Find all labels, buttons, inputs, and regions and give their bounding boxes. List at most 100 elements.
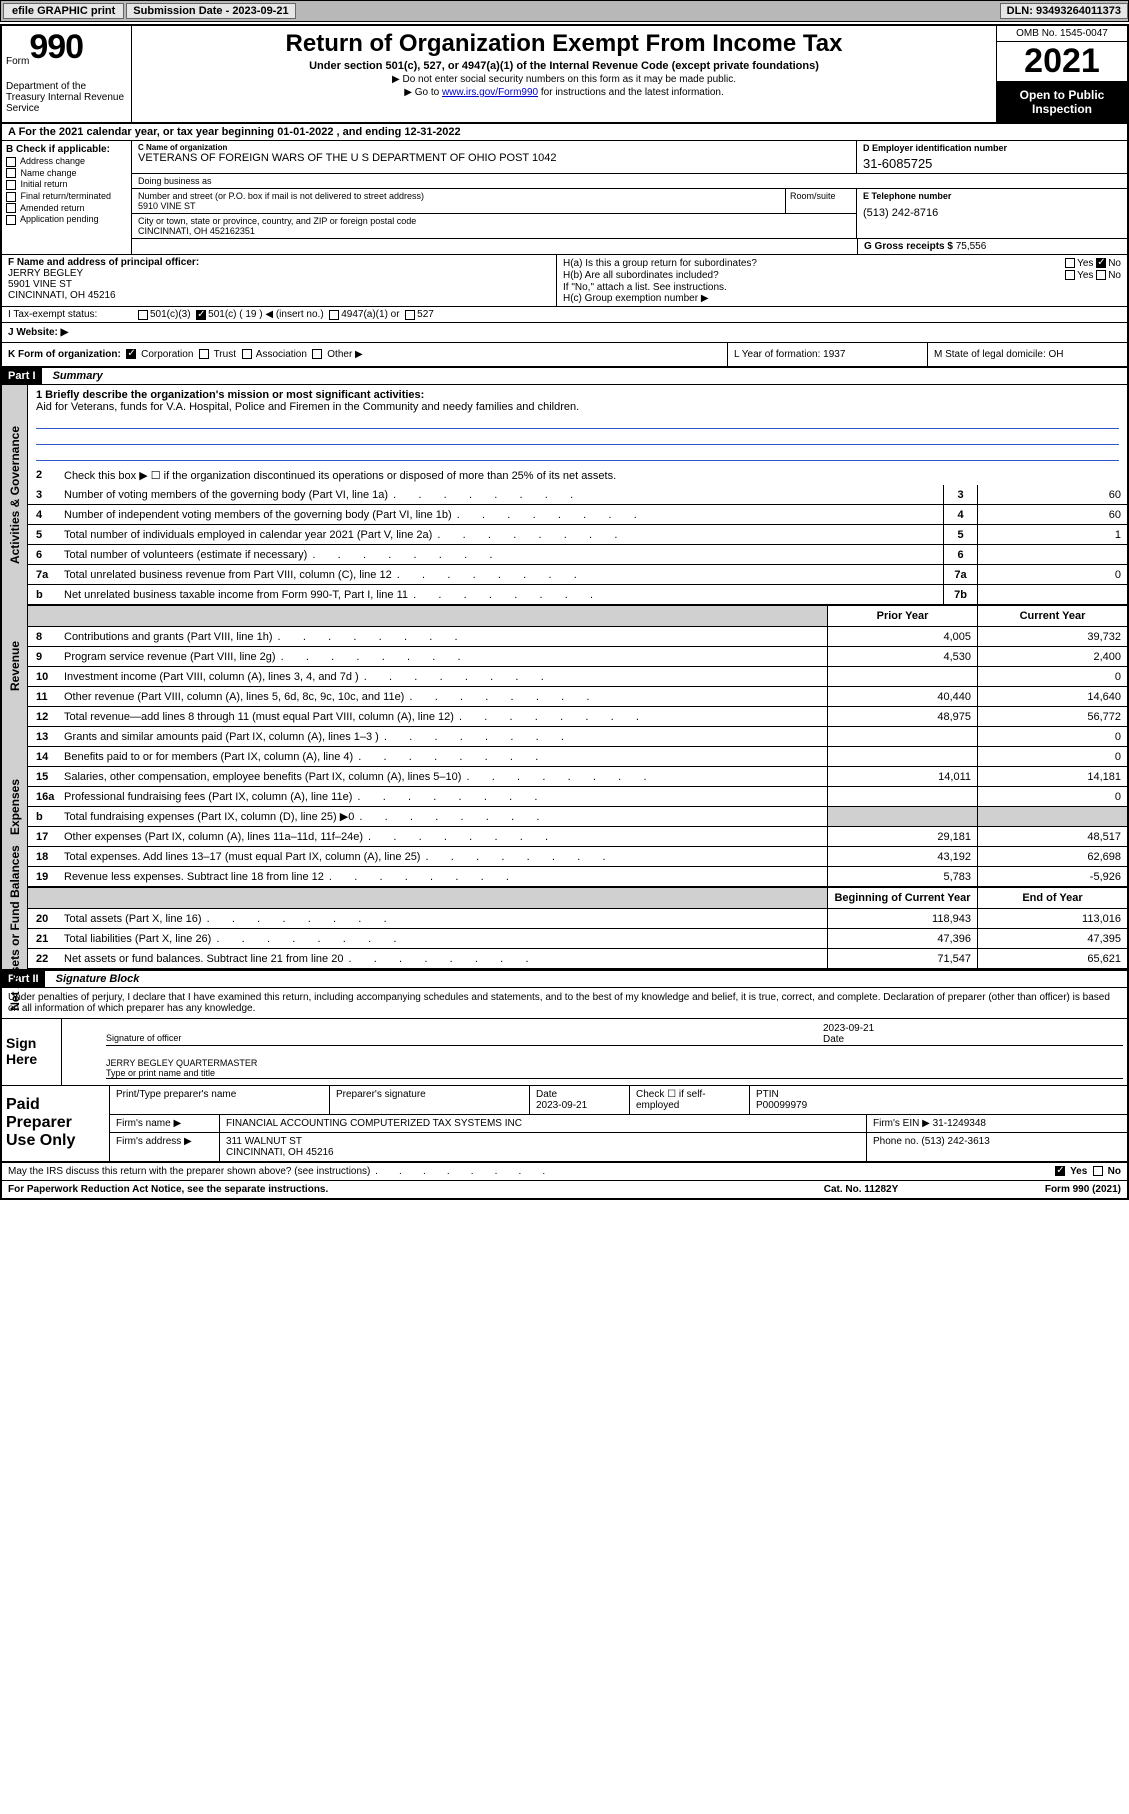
- table-row: 19Revenue less expenses. Subtract line 1…: [28, 867, 1127, 887]
- side-label-revenue: Revenue: [2, 605, 28, 727]
- top-toolbar: efile GRAPHIC print Submission Date - 20…: [0, 0, 1129, 22]
- submission-date: Submission Date - 2023-09-21: [126, 3, 295, 19]
- row-k-form-org: K Form of organization: Corporation Trus…: [2, 343, 1127, 368]
- preparer-date: 2023-09-21: [536, 1100, 587, 1111]
- table-row: 11Other revenue (Part VIII, column (A), …: [28, 687, 1127, 707]
- table-row: 3Number of voting members of the governi…: [28, 485, 1127, 505]
- checkbox-501c3[interactable]: [138, 310, 148, 320]
- irs-discuss-row: May the IRS discuss this return with the…: [2, 1163, 1127, 1181]
- room-suite-box: Room/suite: [786, 189, 856, 213]
- table-row: 22Net assets or fund balances. Subtract …: [28, 949, 1127, 969]
- ptin-value: P00099979: [756, 1100, 807, 1111]
- checkbox-ha-no[interactable]: [1096, 258, 1106, 268]
- catalog-number: Cat. No. 11282Y: [761, 1184, 961, 1195]
- footer-paperwork: For Paperwork Reduction Act Notice, see …: [2, 1181, 1127, 1198]
- form-subtitle: Under section 501(c), 527, or 4947(a)(1)…: [138, 60, 990, 72]
- block-b-through-g: B Check if applicable: Address change Na…: [2, 141, 1127, 255]
- checkbox-527[interactable]: [405, 310, 415, 320]
- sign-here-block: Sign Here Signature of officer 2023-09-2…: [2, 1018, 1127, 1086]
- phone-value: (513) 242-8716: [863, 207, 1121, 219]
- form-title: Return of Organization Exempt From Incom…: [138, 30, 990, 58]
- perjury-declaration: Under penalties of perjury, I declare th…: [2, 988, 1127, 1018]
- form-number: 990: [29, 28, 83, 67]
- firm-address-2: CINCINNATI, OH 45216: [226, 1147, 334, 1158]
- table-row: 7aTotal unrelated business revenue from …: [28, 565, 1127, 585]
- city-value: CINCINNATI, OH 452162351: [138, 226, 850, 236]
- dba-box: Doing business as: [132, 174, 1127, 189]
- checkbox-501c[interactable]: [196, 310, 206, 320]
- state-domicile: M State of legal domicile: OH: [927, 343, 1127, 366]
- preparer-name-label: Print/Type preparer's name: [110, 1086, 330, 1114]
- checkbox-initial-return[interactable]: [6, 180, 16, 190]
- table-row: 16aProfessional fundraising fees (Part I…: [28, 787, 1127, 807]
- group-return-box: H(a) Is this a group return for subordin…: [557, 255, 1127, 306]
- checkbox-discuss-yes[interactable]: [1055, 1166, 1065, 1176]
- efile-print-button[interactable]: efile GRAPHIC print: [3, 3, 124, 19]
- checkbox-corporation[interactable]: [126, 349, 136, 359]
- checkbox-hb-yes[interactable]: [1065, 270, 1075, 280]
- checkbox-other[interactable]: [312, 349, 322, 359]
- firm-name: FINANCIAL ACCOUNTING COMPUTERIZED TAX SY…: [220, 1115, 867, 1132]
- officer-name: JERRY BEGLEY: [8, 268, 83, 279]
- ein-value: 31-6085725: [863, 156, 1121, 171]
- form-ref: Form 990 (2021): [961, 1184, 1121, 1195]
- street-value: 5910 VINE ST: [138, 201, 779, 211]
- checkbox-application-pending[interactable]: [6, 215, 16, 225]
- irs-link[interactable]: www.irs.gov/Form990: [442, 87, 538, 98]
- checkbox-amended-return[interactable]: [6, 203, 16, 213]
- q2-discontinued: Check this box ▶ ☐ if the organization d…: [60, 467, 1127, 484]
- header-left: Form 990 Department of the Treasury Inte…: [2, 26, 132, 122]
- checkbox-ha-yes[interactable]: [1065, 258, 1075, 268]
- sign-here-label: Sign Here: [2, 1019, 62, 1085]
- checkbox-address-change[interactable]: [6, 157, 16, 167]
- checkbox-trust[interactable]: [199, 349, 209, 359]
- paid-preparer-label: Paid Preparer Use Only: [2, 1086, 110, 1161]
- section-activities-governance: Activities & Governance 1 Briefly descri…: [2, 385, 1127, 605]
- checkbox-hb-no[interactable]: [1096, 270, 1106, 280]
- table-row: 9Program service revenue (Part VIII, lin…: [28, 647, 1127, 667]
- public-inspection-badge: Open to Public Inspection: [997, 82, 1127, 122]
- table-row: 10Investment income (Part VIII, column (…: [28, 667, 1127, 687]
- officer-name-title: JERRY BEGLEY QUARTERMASTER: [106, 1058, 257, 1068]
- table-row: 21Total liabilities (Part X, line 26)47,…: [28, 929, 1127, 949]
- ssn-note: ▶ Do not enter social security numbers o…: [138, 74, 990, 85]
- row-a-tax-year: A For the 2021 calendar year, or tax yea…: [2, 124, 1127, 141]
- ein-box: D Employer identification number 31-6085…: [857, 141, 1127, 173]
- mission-text: Aid for Veterans, funds for V.A. Hospita…: [36, 401, 1119, 413]
- street-box: Number and street (or P.O. box if mail i…: [132, 189, 786, 213]
- table-row: 5Total number of individuals employed in…: [28, 525, 1127, 545]
- department-label: Department of the Treasury Internal Reve…: [6, 81, 127, 114]
- table-row: 17Other expenses (Part IX, column (A), l…: [28, 827, 1127, 847]
- officer-city: CINCINNATI, OH 45216: [8, 290, 116, 301]
- signature-date: 2023-09-21: [823, 1023, 874, 1034]
- table-row: 6Total number of volunteers (estimate if…: [28, 545, 1127, 565]
- table-row: 18Total expenses. Add lines 13–17 (must …: [28, 847, 1127, 867]
- checkbox-final-return[interactable]: [6, 192, 16, 202]
- gross-receipts-box: G Gross receipts $ 75,556: [857, 239, 1127, 254]
- assets-col-header: Beginning of Current Year End of Year: [28, 887, 1127, 909]
- paid-preparer-block: Paid Preparer Use Only Print/Type prepar…: [2, 1086, 1127, 1163]
- checkbox-name-change[interactable]: [6, 168, 16, 178]
- checkbox-4947[interactable]: [329, 310, 339, 320]
- section-expenses: Expenses 13Grants and similar amounts pa…: [2, 727, 1127, 887]
- checkbox-discuss-no[interactable]: [1093, 1166, 1103, 1176]
- table-row: 8Contributions and grants (Part VIII, li…: [28, 627, 1127, 647]
- phone-box: E Telephone number (513) 242-8716: [857, 189, 1127, 238]
- table-row: 4Number of independent voting members of…: [28, 505, 1127, 525]
- header-right: OMB No. 1545-0047 2021 Open to Public In…: [997, 26, 1127, 122]
- form-word: Form: [6, 56, 29, 67]
- table-row: 12Total revenue—add lines 8 through 11 (…: [28, 707, 1127, 727]
- city-box: City or town, state or province, country…: [132, 214, 856, 238]
- self-employed-check: Check ☐ if self-employed: [630, 1086, 750, 1114]
- firm-ein: 31-1249348: [933, 1118, 986, 1129]
- block-f-h: F Name and address of principal officer:…: [2, 255, 1127, 307]
- table-row: 13Grants and similar amounts paid (Part …: [28, 727, 1127, 747]
- preparer-sig-label: Preparer's signature: [330, 1086, 530, 1114]
- year-formation: L Year of formation: 1937: [727, 343, 927, 366]
- firm-address-1: 311 WALNUT ST: [226, 1136, 302, 1147]
- checkbox-association[interactable]: [242, 349, 252, 359]
- form-990-page: Form 990 Department of the Treasury Inte…: [0, 24, 1129, 1200]
- mission-brief: 1 Briefly describe the organization's mi…: [28, 385, 1127, 465]
- principal-officer-box: F Name and address of principal officer:…: [2, 255, 557, 306]
- officer-street: 5901 VINE ST: [8, 279, 72, 290]
